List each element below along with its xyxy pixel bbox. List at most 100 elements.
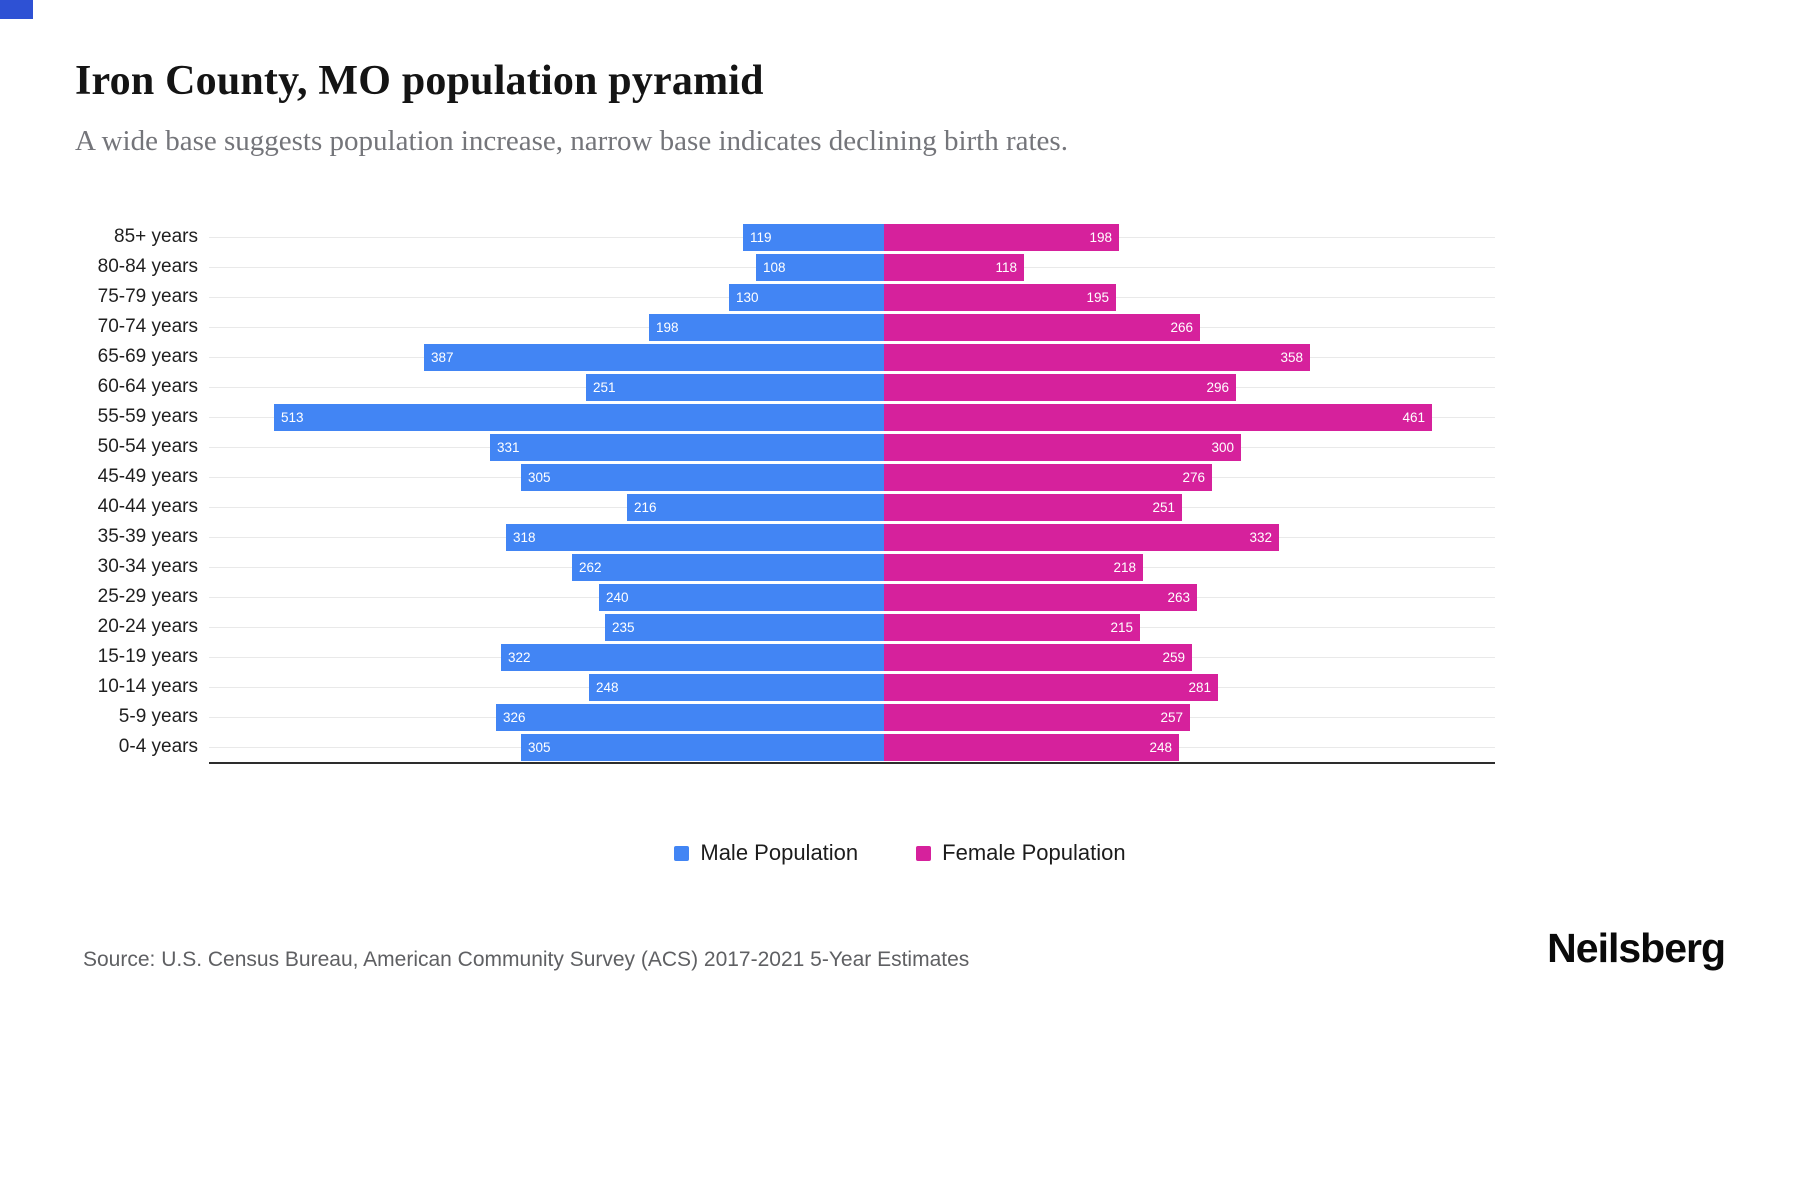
male-bar-value: 198 [656, 319, 679, 335]
female-pane: 198 [884, 222, 1495, 252]
male-bar-value: 108 [763, 259, 786, 275]
row-gridline: 108 118 [209, 252, 1495, 282]
age-group-label: 80-84 years [97, 256, 198, 277]
neilsberg-logo: Neilsberg [1547, 925, 1726, 971]
male-pane: 387 [209, 342, 884, 372]
row-gridline: 130 195 [209, 282, 1495, 312]
male-bar: 331 [490, 433, 884, 461]
female-bar-value: 251 [1152, 499, 1175, 515]
female-bar: 358 [884, 343, 1310, 371]
female-bar-value: 218 [1113, 559, 1136, 575]
legend: Male Population Female Population [0, 840, 1800, 866]
age-group-label: 55-59 years [97, 406, 198, 427]
pyramid-row: 35-39 years 318 332 [75, 522, 1495, 552]
female-bar-value: 263 [1167, 589, 1190, 605]
female-bar-value: 215 [1110, 619, 1133, 635]
female-pane: 248 [884, 732, 1495, 762]
female-pane: 266 [884, 312, 1495, 342]
male-pane: 198 [209, 312, 884, 342]
row-gridline: 216 251 [209, 492, 1495, 522]
age-group-label: 10-14 years [97, 676, 198, 697]
row-gridline: 251 296 [209, 372, 1495, 402]
page-subtitle: A wide base suggests population increase… [75, 125, 1068, 157]
age-group-label: 45-49 years [97, 466, 198, 487]
male-pane: 108 [209, 252, 884, 282]
female-bar: 461 [884, 403, 1432, 431]
male-bar: 387 [424, 343, 884, 371]
row-gridline: 331 300 [209, 432, 1495, 462]
female-bar-value: 276 [1182, 469, 1205, 485]
female-bar-value: 296 [1206, 379, 1229, 395]
male-bar: 216 [627, 493, 884, 521]
age-group-label: 15-19 years [97, 646, 198, 667]
pyramid-row: 60-64 years 251 296 [75, 372, 1495, 402]
male-bar: 322 [501, 643, 884, 671]
female-pane: 218 [884, 552, 1495, 582]
row-gridline: 305 248 [209, 732, 1495, 762]
female-bar: 281 [884, 673, 1218, 701]
age-group-label: 85+ years [114, 226, 198, 247]
legend-male-label: Male Population [700, 840, 859, 865]
legend-item-female[interactable]: Female Population [916, 840, 1126, 866]
pyramid-row: 40-44 years 216 251 [75, 492, 1495, 522]
male-bar: 130 [729, 283, 884, 311]
legend-item-male[interactable]: Male Population [674, 840, 858, 866]
female-bar: 257 [884, 703, 1190, 731]
female-pane: 118 [884, 252, 1495, 282]
male-pane: 119 [209, 222, 884, 252]
female-bar-value: 195 [1086, 289, 1109, 305]
age-group-label: 70-74 years [97, 316, 198, 337]
male-pane: 216 [209, 492, 884, 522]
female-bar: 266 [884, 313, 1200, 341]
row-gridline: 326 257 [209, 702, 1495, 732]
male-legend-swatch [674, 845, 690, 861]
male-bar-value: 326 [503, 709, 526, 725]
male-bar-value: 318 [513, 529, 536, 545]
female-pane: 257 [884, 702, 1495, 732]
female-pane: 281 [884, 672, 1495, 702]
pyramid-row: 70-74 years 198 266 [75, 312, 1495, 342]
pyramid-row: 65-69 years 387 358 [75, 342, 1495, 372]
male-pane: 240 [209, 582, 884, 612]
female-pane: 358 [884, 342, 1495, 372]
female-bar: 251 [884, 493, 1182, 521]
pyramid-row: 20-24 years 235 215 [75, 612, 1495, 642]
female-bar-value: 332 [1249, 529, 1272, 545]
female-legend-swatch [916, 845, 932, 861]
age-group-label: 40-44 years [97, 496, 198, 517]
male-bar: 318 [506, 523, 884, 551]
pyramid-row: 25-29 years 240 263 [75, 582, 1495, 612]
age-group-label: 5-9 years [118, 706, 198, 727]
pyramid-row: 5-9 years 326 257 [75, 702, 1495, 732]
row-gridline: 240 263 [209, 582, 1495, 612]
pyramid-row: 85+ years 119 198 [75, 222, 1495, 252]
legend-female-label: Female Population [942, 840, 1126, 865]
female-pane: 195 [884, 282, 1495, 312]
female-bar: 195 [884, 283, 1116, 311]
female-bar-value: 259 [1162, 649, 1185, 665]
female-bar-value: 118 [995, 259, 1017, 275]
male-bar-value: 119 [750, 229, 772, 245]
female-pane: 332 [884, 522, 1495, 552]
male-pane: 262 [209, 552, 884, 582]
male-bar: 235 [605, 613, 884, 641]
pyramid-row: 50-54 years 331 300 [75, 432, 1495, 462]
age-group-label: 60-64 years [97, 376, 198, 397]
age-group-label: 20-24 years [97, 616, 198, 637]
female-bar-value: 358 [1280, 349, 1303, 365]
male-pane: 305 [209, 462, 884, 492]
male-bar: 305 [521, 463, 884, 491]
male-pane: 513 [209, 402, 884, 432]
row-gridline: 305 276 [209, 462, 1495, 492]
pyramid-row: 75-79 years 130 195 [75, 282, 1495, 312]
male-pane: 251 [209, 372, 884, 402]
age-group-label: 30-34 years [97, 556, 198, 577]
row-gridline: 322 259 [209, 642, 1495, 672]
male-bar: 251 [586, 373, 884, 401]
male-bar: 248 [589, 673, 884, 701]
row-gridline: 513 461 [209, 402, 1495, 432]
footer: Source: U.S. Census Bureau, American Com… [75, 925, 1726, 972]
page-title: Iron County, MO population pyramid [75, 58, 764, 104]
male-pane: 326 [209, 702, 884, 732]
female-bar-value: 248 [1149, 739, 1172, 755]
